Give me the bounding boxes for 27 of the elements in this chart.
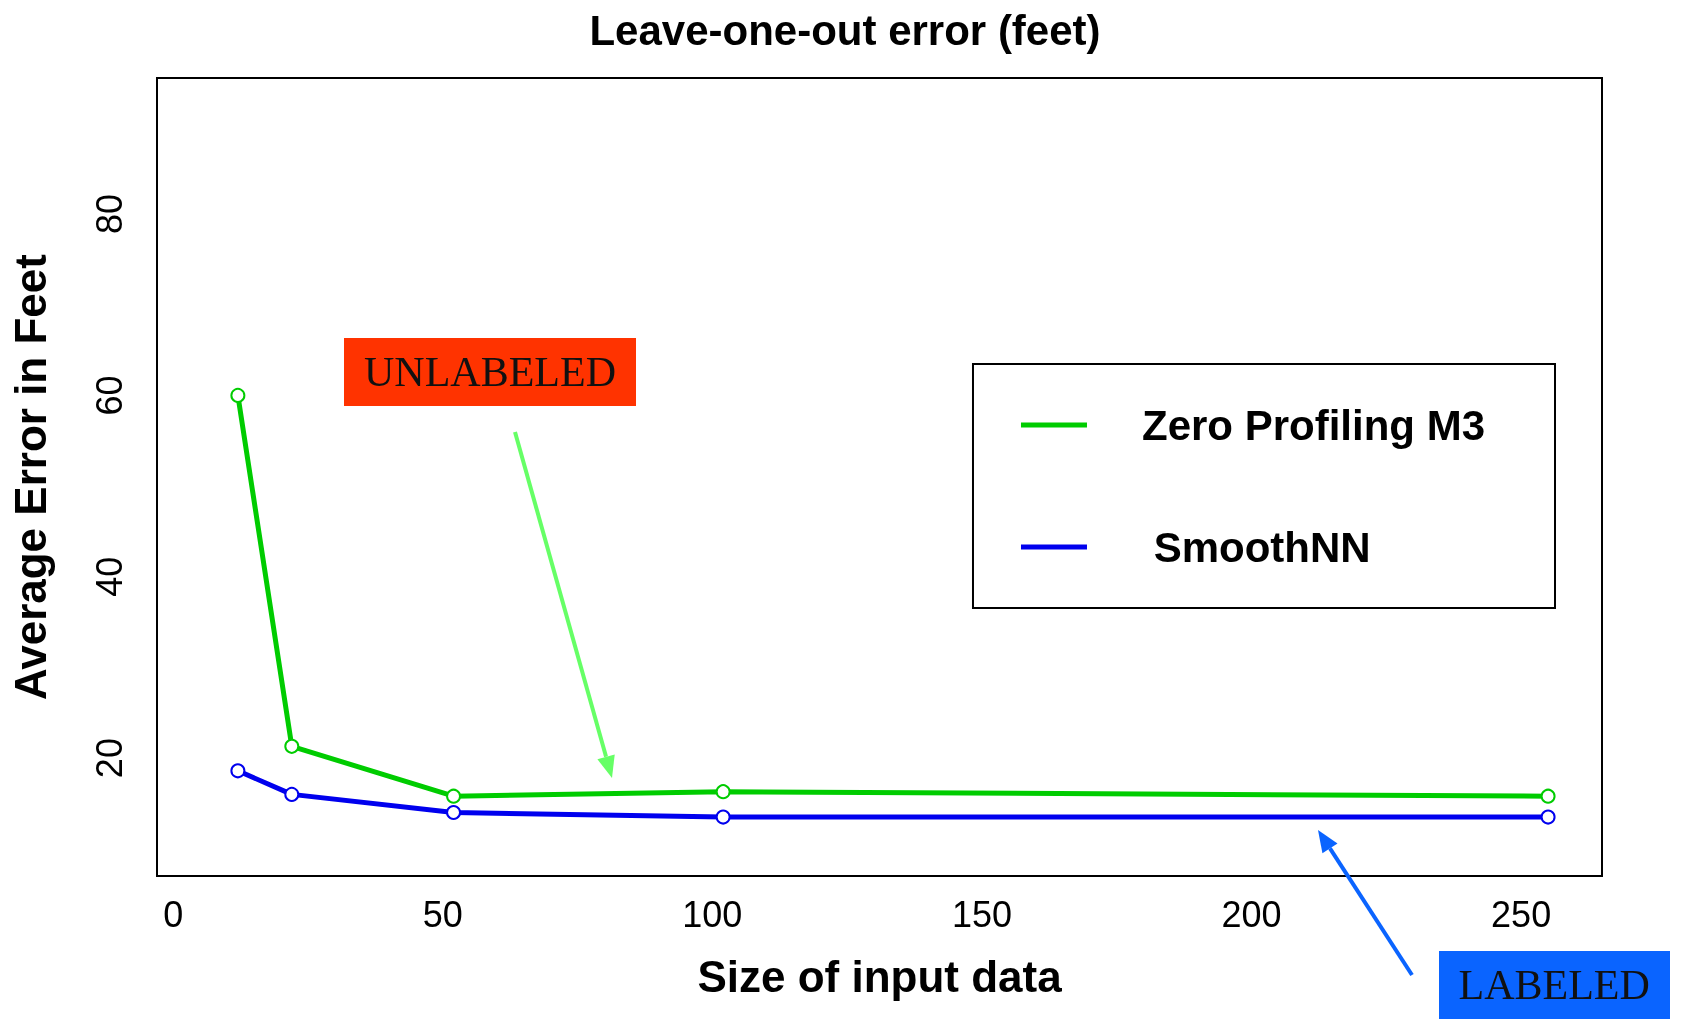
y-axis-title: Average Error in Feet	[5, 253, 55, 700]
point	[1540, 809, 1556, 825]
point	[230, 387, 246, 403]
y-tick-label: 80	[88, 194, 130, 235]
point	[446, 805, 462, 821]
point	[715, 784, 731, 800]
x-tick-label: 250	[1491, 893, 1552, 935]
point	[284, 738, 300, 754]
x-tick-label: 150	[951, 893, 1012, 935]
x-tick-label: 50	[422, 893, 463, 935]
x-axis-title: Size of input data	[697, 951, 1063, 1001]
y-tick-label: 20	[88, 738, 130, 779]
legend-label: Zero Profiling M3	[1141, 401, 1485, 449]
y-tick-label: 60	[88, 375, 130, 416]
point	[1540, 788, 1556, 804]
annotation: UNLABELED	[344, 338, 636, 406]
x-tick-label: 0	[163, 893, 184, 935]
point	[230, 763, 246, 779]
point	[446, 788, 462, 804]
legend-label: SmoothNN	[1141, 523, 1371, 571]
text: LABELED	[1438, 951, 1670, 1019]
x-tick-label: 100	[682, 893, 743, 935]
point	[284, 786, 300, 802]
x-tick-label: 200	[1221, 893, 1282, 935]
chart-title: Leave-one-out error (feet)	[589, 6, 1101, 54]
point	[715, 809, 731, 825]
y-tick-label: 40	[88, 556, 130, 597]
